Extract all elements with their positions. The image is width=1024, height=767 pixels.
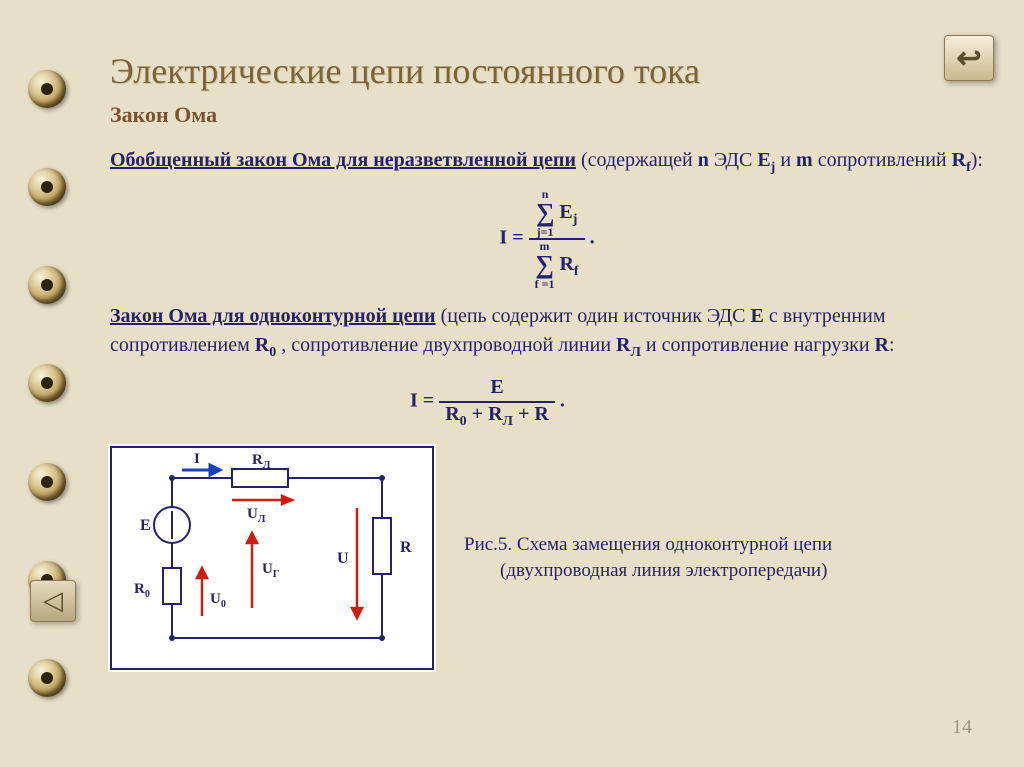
- formula-sum-ohm: I = n ∑ j=1 Ej m ∑ f =1 Rf .: [110, 188, 984, 290]
- formula-single-loop: I = E R0 + RЛ + R .: [110, 374, 984, 430]
- triangle-left-icon: ◁: [43, 586, 63, 616]
- lbl-R0: R0: [134, 581, 150, 600]
- ring-hole: [28, 168, 66, 206]
- sigma-icon: ∑: [536, 200, 555, 226]
- figure-row: I RЛ E UЛ UГ U R R0 U0 Рис.5. Схема заме…: [110, 446, 984, 670]
- slide-content: Электрические цепи постоянного тока Зако…: [110, 50, 984, 670]
- ring-hole: [28, 463, 66, 501]
- sigma-icon: ∑: [535, 252, 555, 278]
- section-subtitle: Закон Ома: [110, 102, 984, 128]
- prev-button[interactable]: ◁: [30, 580, 76, 622]
- paragraph-generalized-ohm: Обобщенный закон Ома для неразветвленной…: [110, 146, 984, 178]
- figure-caption: Рис.5. Схема замещения одноконтурной цеп…: [464, 532, 832, 583]
- ring-hole: [28, 70, 66, 108]
- page-number: 14: [952, 716, 972, 739]
- ring-hole: [28, 266, 66, 304]
- spiral-binding: [28, 0, 68, 767]
- circuit-diagram: I RЛ E UЛ UГ U R R0 U0: [110, 446, 434, 670]
- lbl-UL: UЛ: [247, 506, 266, 525]
- lbl-R: R: [400, 539, 412, 556]
- p2-lead: Закон Ома для одноконтурной цепи: [110, 305, 436, 327]
- lbl-U0: U0: [210, 591, 226, 610]
- p1-lead: Обобщенный закон Ома для неразветвленной…: [110, 149, 576, 171]
- page-title: Электрические цепи постоянного тока: [110, 50, 984, 92]
- lbl-I: I: [194, 451, 200, 467]
- ring-hole: [28, 659, 66, 697]
- lbl-U: U: [337, 550, 349, 567]
- ring-hole: [28, 364, 66, 402]
- paragraph-single-loop-ohm: Закон Ома для одноконтурной цепи (цепь с…: [110, 302, 984, 363]
- lbl-UG: UГ: [262, 561, 279, 580]
- lbl-E: E: [140, 517, 151, 534]
